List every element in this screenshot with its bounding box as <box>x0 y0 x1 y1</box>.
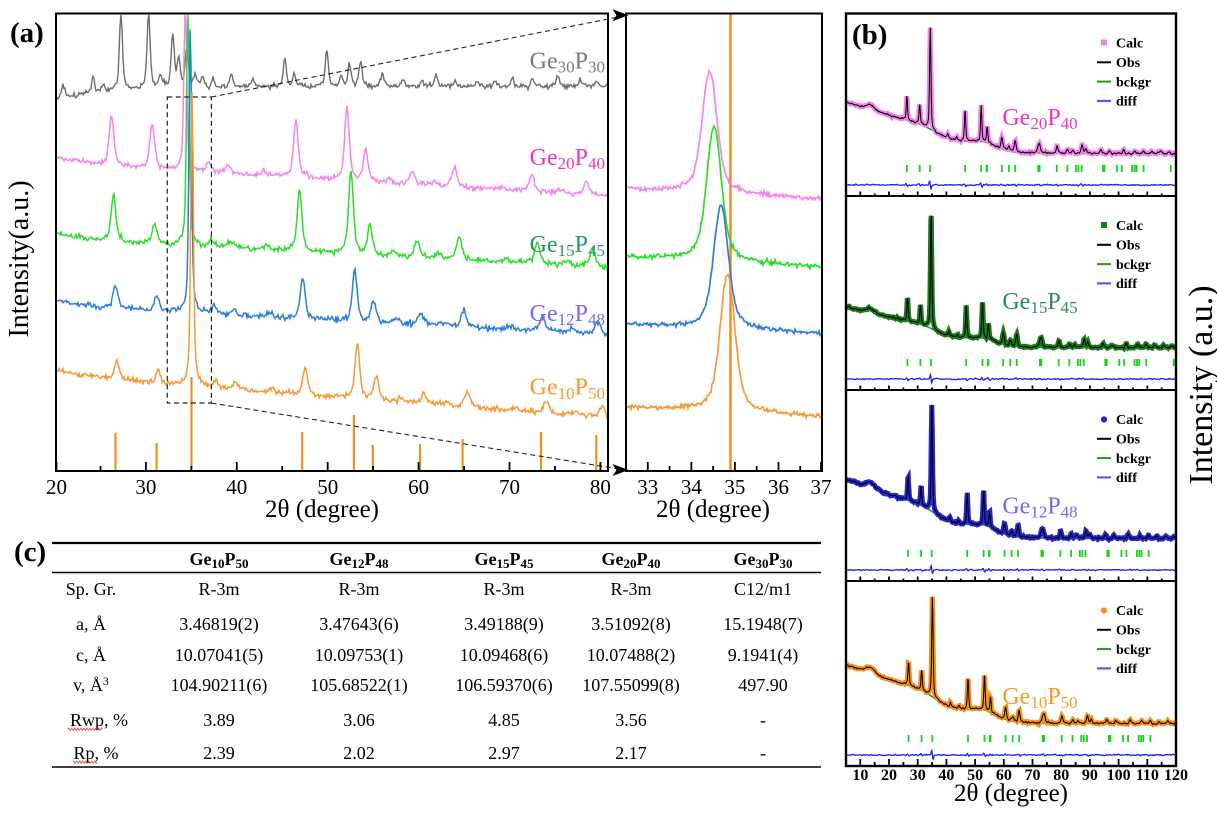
svg-text:2θ (degree): 2θ (degree) <box>265 496 379 523</box>
svg-text:35: 35 <box>724 475 745 499</box>
svg-text:Ge15P45: Ge15P45 <box>530 232 605 260</box>
svg-text:Calc: Calc <box>1116 604 1143 619</box>
svg-text:R-3m: R-3m <box>198 579 239 599</box>
svg-text:R-3m: R-3m <box>338 579 379 599</box>
svg-text:110: 110 <box>1136 767 1159 784</box>
svg-text:120: 120 <box>1164 767 1188 784</box>
svg-text:105.68522(1): 105.68522(1) <box>310 675 408 696</box>
svg-text:107.55099(8): 107.55099(8) <box>582 675 680 696</box>
svg-text:bckgr: bckgr <box>1116 643 1151 658</box>
svg-text:diff: diff <box>1116 471 1137 486</box>
svg-text:3.06: 3.06 <box>343 710 375 730</box>
svg-text:20: 20 <box>46 475 67 499</box>
svg-text:(c): (c) <box>14 536 46 568</box>
svg-text:30: 30 <box>910 767 926 784</box>
svg-text:2.97: 2.97 <box>488 743 520 763</box>
svg-text:Ge30P30: Ge30P30 <box>734 549 793 571</box>
svg-text:3.89: 3.89 <box>203 710 235 730</box>
svg-text:Calc: Calc <box>1116 37 1143 52</box>
svg-text:Ge20P40: Ge20P40 <box>602 549 661 571</box>
svg-text:3.56: 3.56 <box>615 710 647 730</box>
svg-text:-: - <box>760 743 766 763</box>
svg-text:Ge20P40: Ge20P40 <box>530 145 605 173</box>
svg-text:Rp, %: Rp, % <box>74 743 119 763</box>
svg-text:Ge15P45: Ge15P45 <box>1002 289 1077 317</box>
svg-text:20: 20 <box>881 767 897 784</box>
svg-text:Ge15P45: Ge15P45 <box>475 549 535 571</box>
svg-text:diff: diff <box>1116 277 1137 292</box>
svg-text:80: 80 <box>590 475 611 499</box>
svg-text:2.17: 2.17 <box>615 743 647 763</box>
svg-text:60: 60 <box>996 767 1012 784</box>
svg-text:Obs: Obs <box>1116 433 1141 448</box>
svg-text:3.46819(2): 3.46819(2) <box>179 614 259 635</box>
svg-text:3.51092(8): 3.51092(8) <box>591 614 671 635</box>
svg-text:70: 70 <box>499 475 520 499</box>
svg-text:diff: diff <box>1116 95 1137 110</box>
svg-text:c, Å: c, Å <box>76 645 106 665</box>
svg-text:3.47643(6): 3.47643(6) <box>319 614 399 635</box>
svg-text:37: 37 <box>811 475 832 499</box>
svg-text:2.02: 2.02 <box>343 743 375 763</box>
svg-text:Ge12P48: Ge12P48 <box>530 301 605 329</box>
svg-text:-: - <box>760 710 766 730</box>
svg-text:9.1941(4): 9.1941(4) <box>728 645 799 666</box>
svg-text:C12/m1: C12/m1 <box>734 579 792 599</box>
svg-text:bckgr: bckgr <box>1116 75 1151 90</box>
svg-text:80: 80 <box>1053 767 1069 784</box>
svg-text:bckgr: bckgr <box>1116 258 1151 273</box>
svg-text:Sp. Gr.: Sp. Gr. <box>66 579 117 599</box>
svg-text:R-3m: R-3m <box>483 579 524 599</box>
svg-text:90: 90 <box>1082 767 1098 784</box>
svg-text:60: 60 <box>408 475 429 499</box>
svg-text:2.39: 2.39 <box>203 743 235 763</box>
svg-text:Ge20P40: Ge20P40 <box>1002 105 1077 133</box>
svg-text:a, Å: a, Å <box>76 614 106 634</box>
svg-text:34: 34 <box>681 475 703 499</box>
svg-text:(b): (b) <box>852 19 887 51</box>
svg-text:Ge12P48: Ge12P48 <box>330 549 390 571</box>
svg-text:4.85: 4.85 <box>488 710 520 730</box>
svg-text:40: 40 <box>226 475 247 499</box>
svg-text:R-3m: R-3m <box>610 579 651 599</box>
svg-text:36: 36 <box>768 475 789 499</box>
svg-text:Obs: Obs <box>1116 624 1141 639</box>
svg-text:Obs: Obs <box>1116 56 1141 71</box>
svg-text:Ge30P30: Ge30P30 <box>530 49 605 77</box>
svg-text:Rwp, %: Rwp, % <box>70 710 128 730</box>
svg-text:10.09753(1): 10.09753(1) <box>315 645 404 666</box>
svg-text:v, Å3: v, Å3 <box>73 674 109 695</box>
svg-text:Ge12P48: Ge12P48 <box>1002 494 1077 522</box>
svg-text:100: 100 <box>1107 767 1131 784</box>
svg-text:diff: diff <box>1116 662 1137 677</box>
svg-text:106.59370(6): 106.59370(6) <box>455 675 553 696</box>
svg-text:497.90: 497.90 <box>738 675 788 695</box>
svg-text:Calc: Calc <box>1116 219 1143 234</box>
svg-text:15.1948(7): 15.1948(7) <box>723 614 803 635</box>
svg-text:2θ (degree): 2θ (degree) <box>656 496 770 523</box>
svg-text:40: 40 <box>938 767 954 784</box>
svg-text:30: 30 <box>135 475 156 499</box>
svg-text:Ge10P50: Ge10P50 <box>1002 684 1077 712</box>
svg-text:10.07041(5): 10.07041(5) <box>175 645 264 666</box>
svg-text:2θ (degree): 2θ (degree) <box>954 780 1068 807</box>
svg-text:bckgr: bckgr <box>1116 452 1151 467</box>
svg-text:Intensity (a.u.): Intensity (a.u.) <box>1183 285 1217 484</box>
svg-text:(a): (a) <box>10 17 44 49</box>
svg-text:Obs: Obs <box>1116 239 1141 254</box>
svg-text:Ge10P50: Ge10P50 <box>530 375 605 403</box>
svg-text:70: 70 <box>1025 767 1041 784</box>
svg-text:10.07488(2): 10.07488(2) <box>587 645 676 666</box>
svg-text:10.09468(6): 10.09468(6) <box>460 645 549 666</box>
svg-text:33: 33 <box>637 475 658 499</box>
svg-text:50: 50 <box>317 475 338 499</box>
svg-text:10: 10 <box>852 767 868 784</box>
svg-text:50: 50 <box>967 767 983 784</box>
svg-text:3.49188(9): 3.49188(9) <box>464 614 544 635</box>
svg-text:104.90211(6): 104.90211(6) <box>171 675 268 696</box>
svg-text:Intensity(a.u.): Intensity(a.u.) <box>4 180 35 337</box>
svg-text:Ge10P50: Ge10P50 <box>190 549 249 571</box>
svg-text:Calc: Calc <box>1116 413 1143 428</box>
